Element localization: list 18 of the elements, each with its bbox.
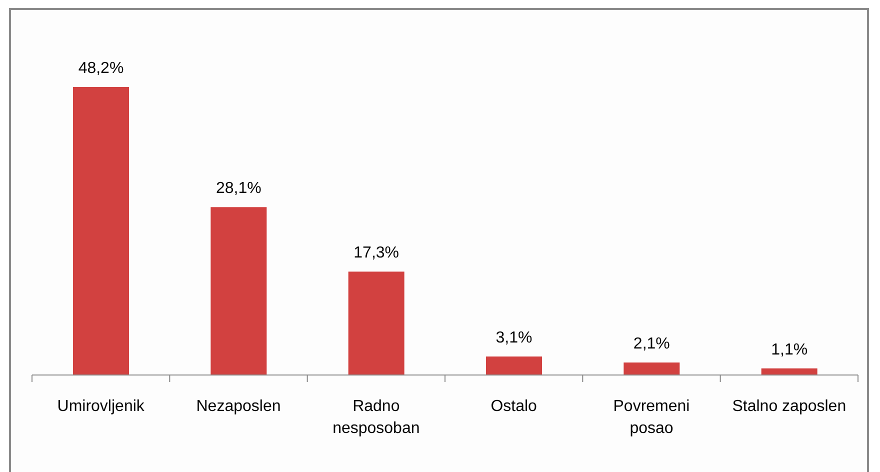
x-tick-label: Povremeni posao	[613, 398, 690, 437]
bar	[73, 87, 129, 375]
bar	[348, 272, 404, 375]
data-label: 3,1%	[496, 329, 532, 346]
x-tick-label: Umirovljenik	[57, 398, 146, 415]
x-tick-label: Nezaposlen	[196, 398, 281, 415]
data-label: 48,2%	[78, 60, 124, 77]
data-label: 28,1%	[216, 180, 262, 198]
x-tick-label: Radno nesposoban	[332, 398, 420, 437]
data-label: 17,3%	[354, 244, 400, 262]
x-tick-label: Ostalo	[490, 398, 538, 415]
bar	[761, 368, 818, 375]
bar	[486, 356, 542, 375]
bar	[210, 207, 267, 375]
bar	[624, 362, 680, 375]
data-label: 1,1%	[771, 341, 808, 358]
data-label: 2,1%	[633, 335, 670, 352]
x-tick-label: Stalno zaposlen	[732, 398, 846, 415]
